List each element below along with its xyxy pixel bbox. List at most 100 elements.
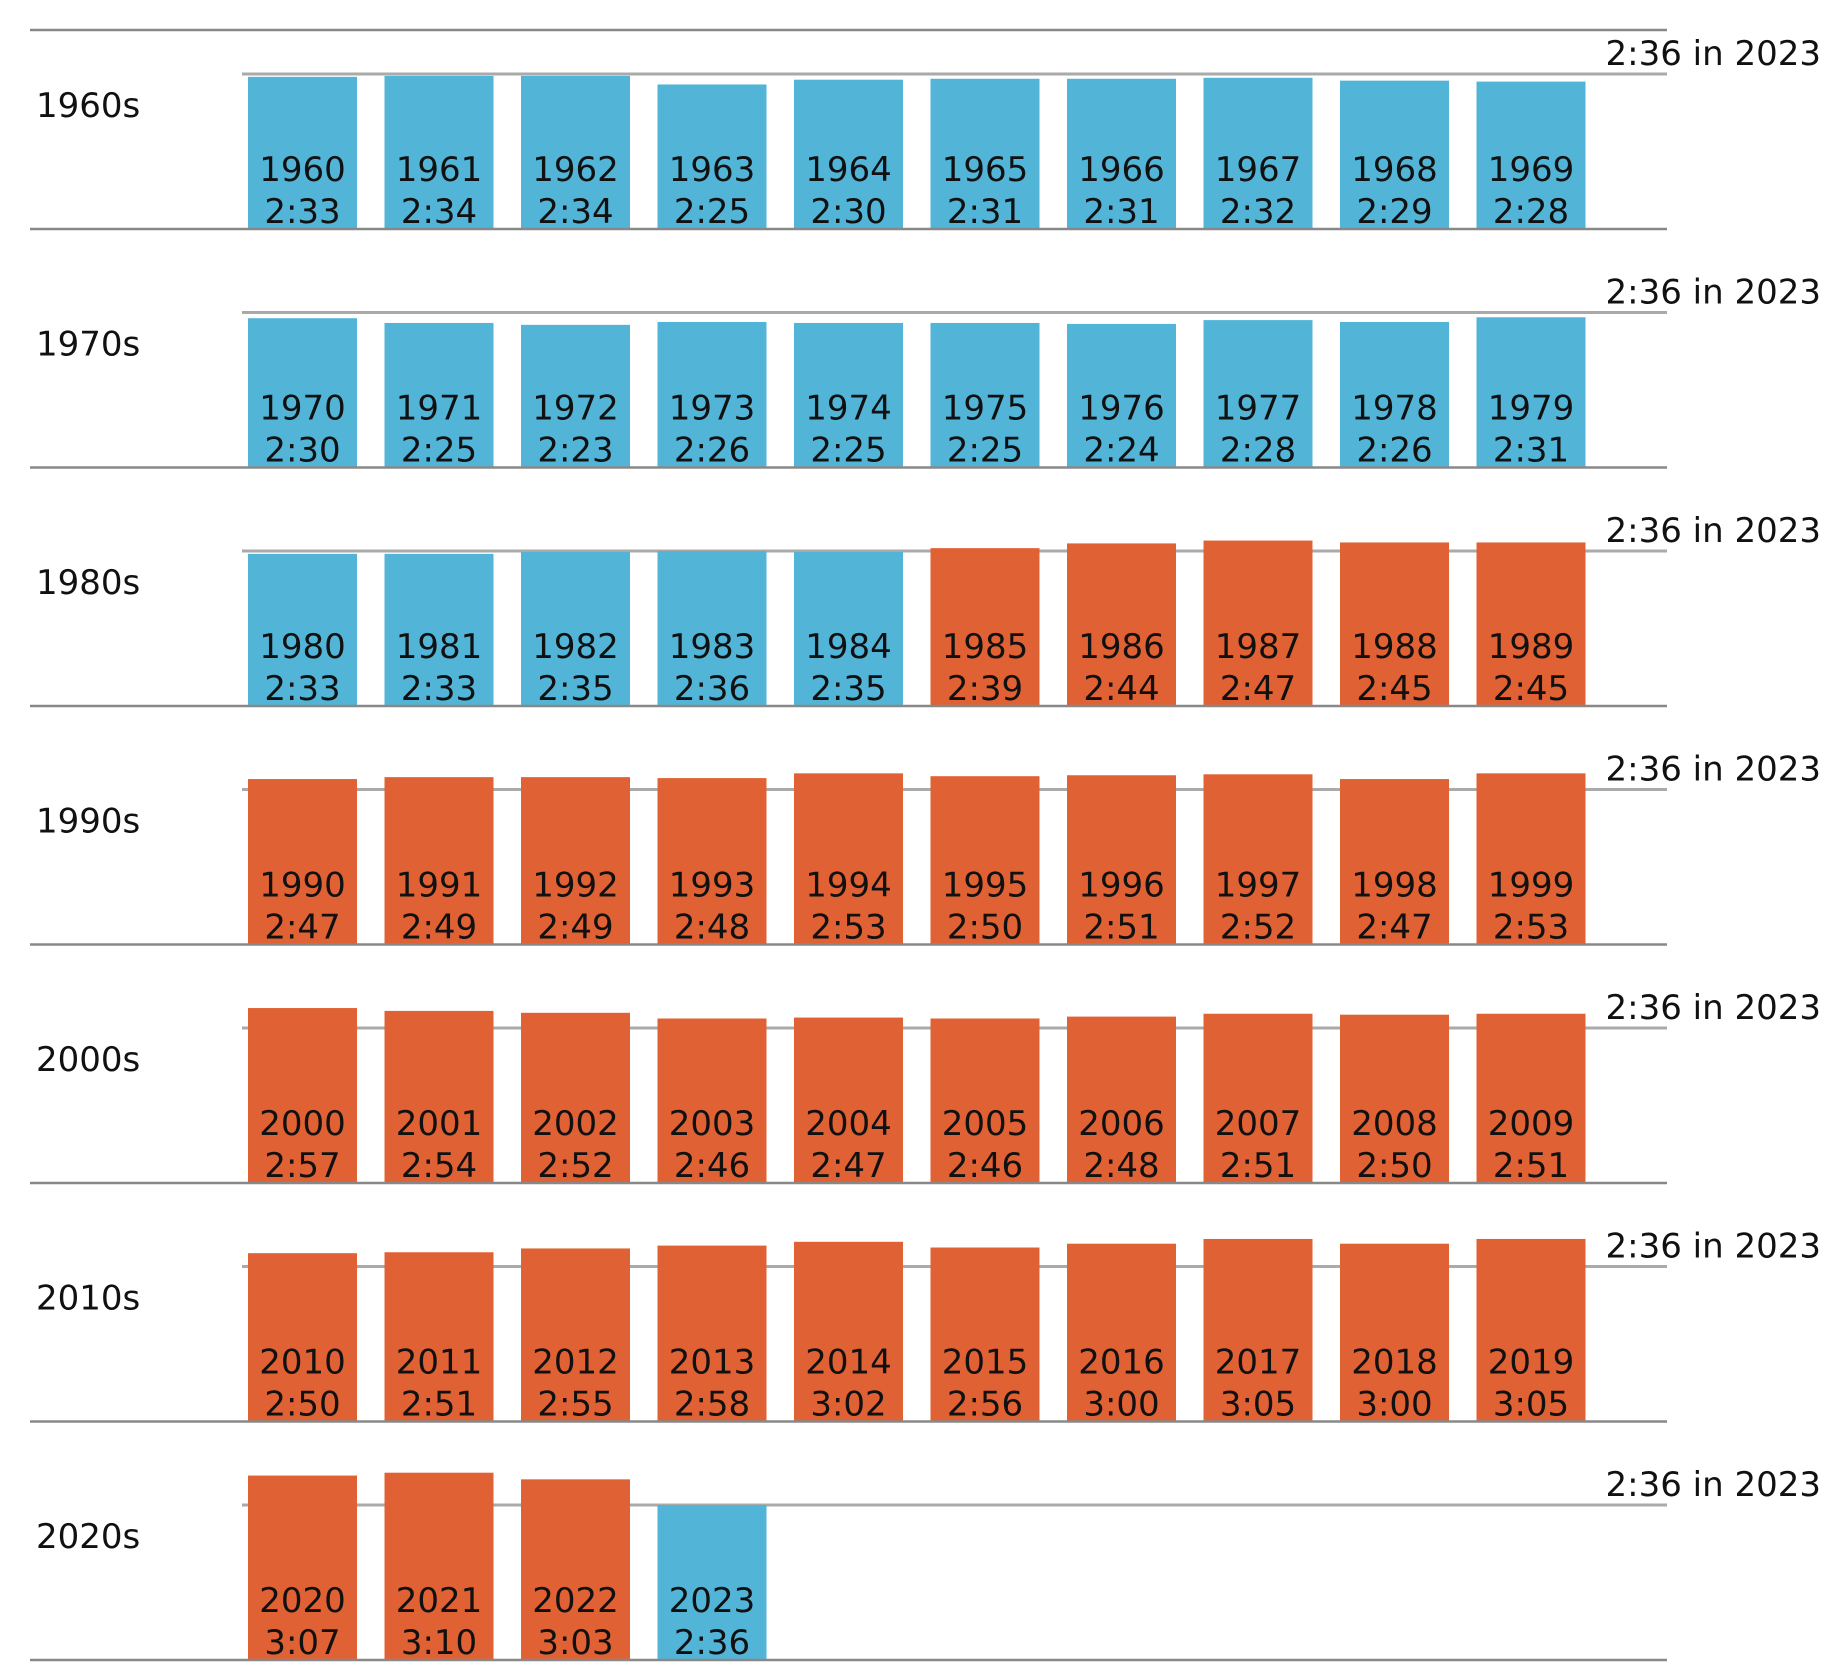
- bar-value-label: 2:34: [401, 192, 477, 232]
- bar-year-label: 1971: [396, 389, 483, 429]
- bar-value-label: 2:33: [401, 669, 477, 709]
- bar-1982: [521, 551, 630, 706]
- bar-year-label: 1975: [942, 389, 1029, 429]
- bar-year-label: 2009: [1488, 1104, 1575, 1144]
- bar-1960: [248, 76, 357, 229]
- bar-year-label: 1979: [1488, 389, 1575, 429]
- bar-value-label: 2:51: [1083, 908, 1159, 948]
- bar-1964: [794, 79, 903, 229]
- bar-year-label: 1997: [1215, 866, 1302, 906]
- bar-value-label: 2:50: [264, 1385, 340, 1425]
- decade-label: 2000s: [36, 1040, 140, 1080]
- reference-label: 2:36 in 2023: [1606, 1227, 1822, 1267]
- bar-value-label: 2:51: [401, 1385, 477, 1425]
- bar-1991: [384, 777, 494, 945]
- bar-1983: [657, 551, 767, 706]
- bar-1987: [1203, 540, 1313, 706]
- bar-year-label: 1983: [669, 627, 756, 667]
- bar-2021: [384, 1472, 494, 1660]
- bar-year-label: 2023: [669, 1581, 756, 1621]
- bar-year-label: 1987: [1215, 627, 1302, 667]
- bar-year-label: 2017: [1215, 1343, 1302, 1383]
- bar-value-label: 2:47: [1220, 669, 1296, 709]
- bar-1992: [521, 777, 630, 945]
- bar-year-label: 1969: [1488, 150, 1575, 190]
- bar-2003: [657, 1018, 767, 1183]
- bar-value-label: 2:31: [947, 192, 1023, 232]
- bar-year-label: 1964: [805, 150, 892, 190]
- bar-value-label: 2:46: [674, 1146, 750, 1186]
- bar-year-label: 2019: [1488, 1343, 1575, 1383]
- bar-value-label: 2:44: [1083, 669, 1159, 709]
- bar-1971: [384, 322, 494, 468]
- bar-value-label: 2:45: [1356, 669, 1432, 709]
- bar-1998: [1340, 779, 1449, 945]
- bar-year-label: 2011: [396, 1343, 483, 1383]
- bar-1995: [930, 776, 1040, 945]
- bar-year-label: 1966: [1078, 150, 1165, 190]
- bar-value-label: 2:56: [947, 1385, 1023, 1425]
- bar-year-label: 1965: [942, 150, 1029, 190]
- bar-year-label: 1963: [669, 150, 756, 190]
- bar-1985: [930, 548, 1040, 706]
- bar-year-label: 2018: [1351, 1343, 1438, 1383]
- bar-2012: [521, 1248, 630, 1422]
- bar-year-label: 1974: [805, 389, 892, 429]
- bar-value-label: 2:53: [1493, 908, 1569, 948]
- bar-1975: [930, 322, 1040, 468]
- bar-year-label: 2022: [532, 1581, 619, 1621]
- bar-value-label: 3:02: [810, 1385, 886, 1425]
- bar-1974: [794, 322, 903, 468]
- bar-value-label: 2:25: [401, 431, 477, 471]
- bar-2011: [384, 1252, 494, 1422]
- bar-1989: [1476, 542, 1586, 706]
- bar-year-label: 1976: [1078, 389, 1165, 429]
- bar-value-label: 2:28: [1493, 192, 1569, 232]
- bar-year-label: 1962: [532, 150, 619, 190]
- bar-2009: [1476, 1013, 1586, 1183]
- decade-row-1990s: 1990s19902:4719912:4919922:4919932:48199…: [30, 750, 1821, 948]
- bar-year-label: 1967: [1215, 150, 1302, 190]
- bar-2006: [1067, 1016, 1176, 1183]
- bar-year-label: 2001: [396, 1104, 483, 1144]
- bar-value-label: 2:25: [947, 431, 1023, 471]
- bar-value-label: 3:00: [1083, 1385, 1159, 1425]
- bar-1970: [248, 318, 357, 468]
- bar-1994: [794, 773, 903, 945]
- bar-year-label: 2003: [669, 1104, 756, 1144]
- bar-value-label: 2:48: [1083, 1146, 1159, 1186]
- bar-year-label: 1972: [532, 389, 619, 429]
- bar-2023: [657, 1505, 767, 1660]
- bar-value-label: 2:53: [810, 908, 886, 948]
- decade-label: 1960s: [36, 86, 140, 126]
- bar-1986: [1067, 543, 1176, 706]
- bar-year-label: 2013: [669, 1343, 756, 1383]
- bar-value-label: 2:33: [264, 669, 340, 709]
- bar-value-label: 2:47: [264, 908, 340, 948]
- bar-value-label: 2:50: [947, 908, 1023, 948]
- bar-year-label: 1973: [669, 389, 756, 429]
- decade-label: 1970s: [36, 325, 140, 365]
- bar-year-label: 1993: [669, 866, 756, 906]
- bar-1990: [248, 779, 357, 945]
- bar-year-label: 1984: [805, 627, 892, 667]
- bar-1965: [930, 78, 1040, 229]
- bar-2010: [248, 1253, 357, 1422]
- bar-year-label: 1992: [532, 866, 619, 906]
- bar-value-label: 2:23: [537, 431, 613, 471]
- bar-2015: [930, 1247, 1040, 1422]
- bar-year-label: 1985: [942, 627, 1029, 667]
- bar-value-label: 2:30: [264, 431, 340, 471]
- bar-value-label: 2:28: [1220, 431, 1296, 471]
- bar-1973: [657, 322, 767, 468]
- bar-year-label: 1961: [396, 150, 483, 190]
- bar-year-label: 2012: [532, 1343, 619, 1383]
- bar-year-label: 1998: [1351, 866, 1438, 906]
- bar-value-label: 2:52: [537, 1146, 613, 1186]
- bar-1978: [1340, 322, 1449, 468]
- bar-1977: [1203, 320, 1313, 468]
- bar-1984: [794, 551, 903, 706]
